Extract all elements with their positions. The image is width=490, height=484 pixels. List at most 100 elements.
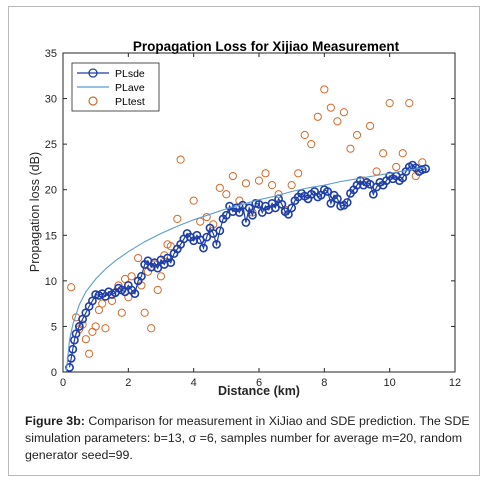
pltest-point (134, 253, 143, 263)
pltest-point (300, 130, 309, 140)
pltest-point (261, 169, 270, 178)
x-tick-label: 10 (384, 377, 396, 389)
pltest-point (339, 108, 349, 117)
legend-plave-label: PLave (115, 82, 145, 94)
y-tick-label: 35 (45, 48, 57, 60)
pltest-point (365, 121, 375, 131)
pltest-point (140, 308, 149, 317)
plsde-point (130, 289, 140, 299)
plsde-point (332, 194, 342, 204)
plsde-point (323, 187, 332, 196)
pltest-point (156, 272, 166, 281)
pltest-point (405, 99, 414, 108)
plsde-point (74, 322, 84, 331)
plsde-point (136, 271, 146, 281)
figure-frame: Propagation Loss for Xijiao Measurement … (8, 6, 480, 476)
x-tick-label: 6 (256, 377, 262, 389)
pltest-point (352, 130, 362, 140)
pltest-point (267, 181, 277, 190)
y-tick-label: 0 (51, 367, 57, 379)
plsde-point (421, 164, 430, 174)
x-tick-label: 12 (449, 377, 461, 389)
pltest-point (67, 283, 76, 292)
legend-pltest-marker (88, 96, 98, 106)
x-tick-label: 8 (321, 377, 327, 389)
plsde-point (215, 226, 225, 236)
plsde-point (202, 232, 212, 242)
x-tick-label: 2 (125, 377, 131, 389)
caption-label: Figure 3b: (25, 414, 85, 428)
pltest-point (228, 171, 237, 181)
plsde-point (221, 210, 231, 220)
plsde-point (68, 344, 78, 354)
pltest-point (127, 272, 136, 281)
plsde-point (368, 189, 378, 199)
pltest-point (307, 140, 316, 149)
pltest-point (147, 324, 156, 333)
y-tick-label: 30 (45, 94, 57, 106)
pltest-point (88, 327, 97, 336)
pltest-point (94, 305, 104, 315)
series-layer (65, 85, 430, 373)
plsde-point (270, 203, 280, 213)
x-tick-label: 0 (60, 377, 66, 389)
propagation-loss-chart: Propagation Loss for Xijiao Measurement … (28, 39, 461, 398)
y-tick-label: 15 (45, 230, 57, 242)
plsde-point (65, 363, 74, 372)
pltest-point (333, 117, 342, 126)
plsde-point (71, 329, 81, 339)
plsde-point (277, 199, 287, 209)
pltest-point (101, 324, 110, 333)
pltest-point (81, 335, 90, 344)
x-tick-label: 4 (191, 377, 197, 389)
plsde-point (212, 239, 221, 249)
chart-title: Propagation Loss for Xijiao Measurement (133, 39, 400, 54)
pltest-point (85, 349, 94, 358)
pltest-point (98, 299, 107, 308)
plsde-point (199, 243, 208, 253)
pltest-point (326, 103, 335, 112)
legend-plsde-label: PLsde (115, 68, 145, 80)
y-tick-label: 20 (45, 185, 57, 197)
pltest-point (196, 217, 205, 226)
plsde-point (166, 258, 176, 268)
pltest-point (379, 149, 388, 158)
plsde-point (287, 203, 297, 213)
plsde-point (248, 210, 257, 220)
x-axis-label: Distance (km) (218, 384, 300, 398)
legend-pltest-label: PLtest (115, 96, 145, 108)
pltest-point (398, 149, 407, 158)
plsde-point (244, 203, 254, 213)
plsde-point (326, 198, 336, 208)
pltest-point (176, 155, 185, 164)
pltest-point (173, 214, 182, 223)
pltest-point (392, 162, 401, 172)
figure-caption: Figure 3b: Comparison for measurement in… (25, 413, 475, 464)
pltest-point (254, 176, 264, 185)
pltest-point (222, 190, 231, 199)
caption-text: Comparison for measurement in XiJiao and… (25, 414, 470, 462)
plsde-point (234, 208, 244, 217)
legend-plsde-marker (88, 68, 98, 78)
pltest-point (153, 285, 162, 295)
axis-layer: 0 2 4 6 8 10 12 0 5 10 15 20 25 30 35 (45, 48, 461, 389)
pltest-point (294, 169, 303, 178)
pltest-point (346, 144, 355, 153)
y-tick-label: 25 (45, 139, 57, 151)
plave-line (65, 166, 426, 373)
pltest-point (107, 296, 117, 306)
pltest-point (320, 85, 329, 94)
pltest-point (385, 99, 394, 108)
pltest-point (313, 112, 322, 121)
plsde-point (342, 198, 352, 207)
pltest-point (91, 322, 100, 331)
y-tick-label: 10 (45, 276, 57, 288)
legend: PLsde PLave PLtest (71, 62, 160, 112)
plsde-point (241, 218, 251, 227)
plsde-line (68, 164, 426, 368)
y-tick-label: 5 (51, 321, 57, 333)
pltest-point (287, 181, 296, 190)
y-axis-label: Propagation loss (dB) (28, 152, 42, 272)
pltest-point (215, 183, 224, 192)
pltest-point (189, 196, 198, 205)
